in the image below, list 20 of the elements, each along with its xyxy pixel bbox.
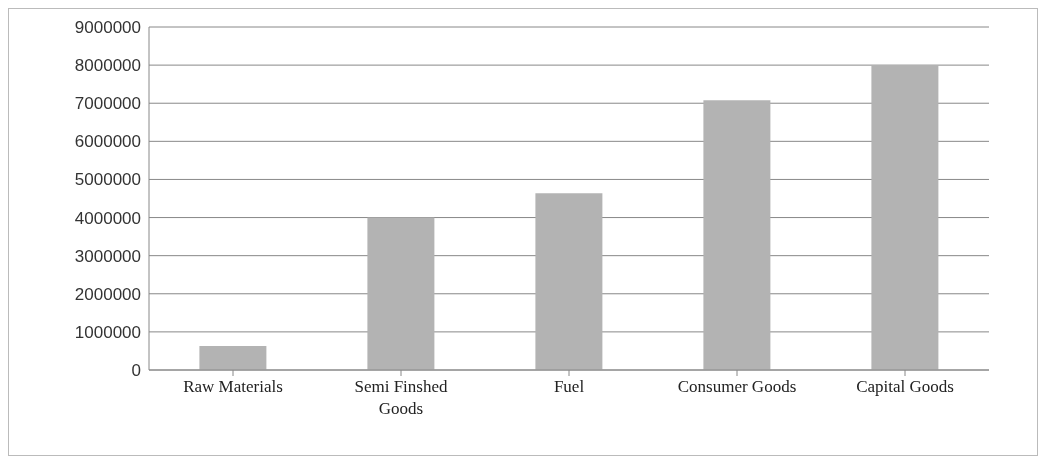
y-tick-label: 3000000: [74, 246, 141, 266]
y-tick-label: 7000000: [74, 94, 141, 114]
y-tick-label: 1000000: [74, 322, 141, 342]
bar: [703, 100, 771, 370]
bar: [367, 217, 435, 370]
y-tick-label: 6000000: [74, 132, 141, 152]
y-tick-label: 2000000: [74, 284, 141, 304]
y-tick-label: 0: [131, 361, 141, 381]
x-tick-label: Fuel: [553, 377, 585, 396]
x-tick-label: Consumer Goods: [677, 377, 797, 396]
bar: [871, 65, 939, 370]
y-tick-label: 8000000: [74, 56, 141, 76]
x-tick-label: Semi Finshed Goods: [354, 377, 449, 418]
y-tick-label: 5000000: [74, 170, 141, 190]
bar: [199, 345, 267, 370]
y-tick-label: 4000000: [74, 208, 141, 228]
x-tick-label: Capital Goods: [856, 377, 954, 396]
x-tick-label: Raw Materials: [183, 377, 283, 396]
y-tick-label: 9000000: [74, 18, 141, 38]
bar: [535, 193, 603, 370]
